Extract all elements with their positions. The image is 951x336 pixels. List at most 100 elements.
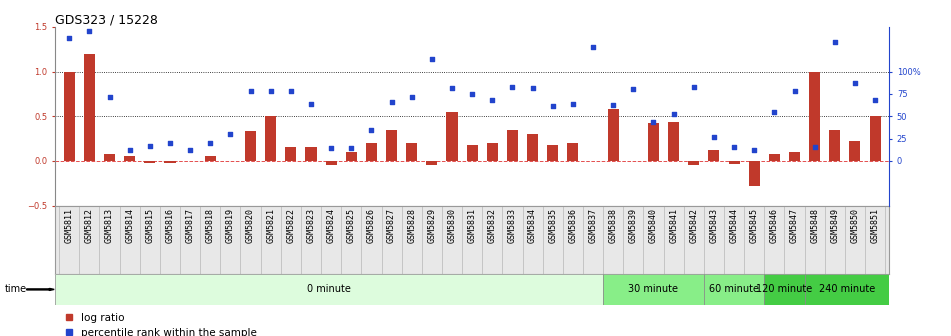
Bar [446,112,457,161]
Text: GSM5821: GSM5821 [266,208,275,243]
Point [525,85,540,90]
Text: GSM5845: GSM5845 [749,208,759,243]
Text: GSM5840: GSM5840 [649,208,658,243]
Point [444,85,459,90]
Point [263,88,279,94]
Text: GSM5830: GSM5830 [448,208,456,243]
Point [243,88,258,94]
Point [424,56,439,62]
Bar [265,116,276,161]
Bar [603,274,704,304]
Bar [768,154,780,161]
Point [82,29,97,34]
Text: GSM5833: GSM5833 [508,208,517,243]
Text: GSM5831: GSM5831 [468,208,476,243]
Text: GSM5848: GSM5848 [810,208,819,243]
Text: GSM5851: GSM5851 [870,208,880,243]
Point [464,91,479,96]
Bar [467,145,477,161]
Bar [849,141,861,161]
Bar [869,116,881,161]
Text: GSM5837: GSM5837 [589,208,597,243]
Point [404,94,419,99]
Text: GSM5824: GSM5824 [326,208,336,243]
Text: GSM5841: GSM5841 [670,208,678,243]
Text: GSM5816: GSM5816 [165,208,174,243]
Bar [748,161,760,186]
Text: GSM5815: GSM5815 [146,208,154,243]
Bar [648,123,659,161]
Text: GSM5817: GSM5817 [185,208,195,243]
Bar [789,152,800,161]
Bar [165,161,176,163]
Text: GSM5823: GSM5823 [306,208,316,243]
Text: GSM5835: GSM5835 [549,208,557,243]
Text: GSM5850: GSM5850 [850,208,860,243]
Bar [608,109,619,161]
Bar [568,143,578,161]
Point [545,103,560,108]
Legend: log ratio, percentile rank within the sample: log ratio, percentile rank within the sa… [60,308,262,336]
Bar [829,130,841,161]
Text: GSM5825: GSM5825 [347,208,356,243]
Point [485,97,500,103]
Text: 30 minute: 30 minute [629,284,678,294]
Text: GSM5814: GSM5814 [126,208,134,243]
Point [102,94,117,99]
Point [203,140,218,146]
Bar [346,152,357,161]
Bar [708,150,720,161]
Point [565,101,580,107]
Bar [64,72,75,161]
Text: GSM5827: GSM5827 [387,208,396,243]
Point [867,97,883,103]
Text: GSM5839: GSM5839 [629,208,638,243]
Bar [366,143,377,161]
Text: GSM5811: GSM5811 [65,208,74,243]
Text: GSM5842: GSM5842 [689,208,698,243]
Bar [765,274,805,304]
Bar [507,130,518,161]
Point [586,44,601,49]
Bar [305,148,317,161]
Text: 60 minute: 60 minute [709,284,759,294]
Bar [104,154,115,161]
Text: GSM5843: GSM5843 [709,208,718,243]
Point [626,87,641,92]
Text: GSM5834: GSM5834 [528,208,537,243]
Text: 240 minute: 240 minute [819,284,875,294]
Bar [704,274,765,304]
Point [323,146,339,151]
Point [163,140,178,146]
Text: GSM5812: GSM5812 [85,208,94,243]
Bar [55,274,603,304]
Bar [386,130,398,161]
Bar [669,122,679,161]
Text: time: time [5,284,27,294]
Point [687,84,702,89]
Point [364,127,379,132]
Bar [145,161,155,163]
Text: GSM5822: GSM5822 [286,208,296,243]
Point [707,134,722,139]
Text: GSM5846: GSM5846 [770,208,779,243]
Text: GSM5813: GSM5813 [105,208,114,243]
Text: GSM5836: GSM5836 [569,208,577,243]
Text: GSM5847: GSM5847 [790,208,799,243]
Point [606,102,621,107]
Point [283,88,299,94]
Bar [547,145,558,161]
Bar [809,72,820,161]
Point [847,81,863,86]
Text: GDS323 / 15228: GDS323 / 15228 [55,14,158,27]
Point [727,145,742,150]
Point [646,120,661,125]
Text: 0 minute: 0 minute [307,284,351,294]
Text: GSM5844: GSM5844 [729,208,739,243]
Point [666,112,681,117]
Bar [204,157,216,161]
Text: GSM5838: GSM5838 [609,208,618,243]
Point [827,39,843,45]
Point [183,148,198,153]
Point [122,148,137,153]
